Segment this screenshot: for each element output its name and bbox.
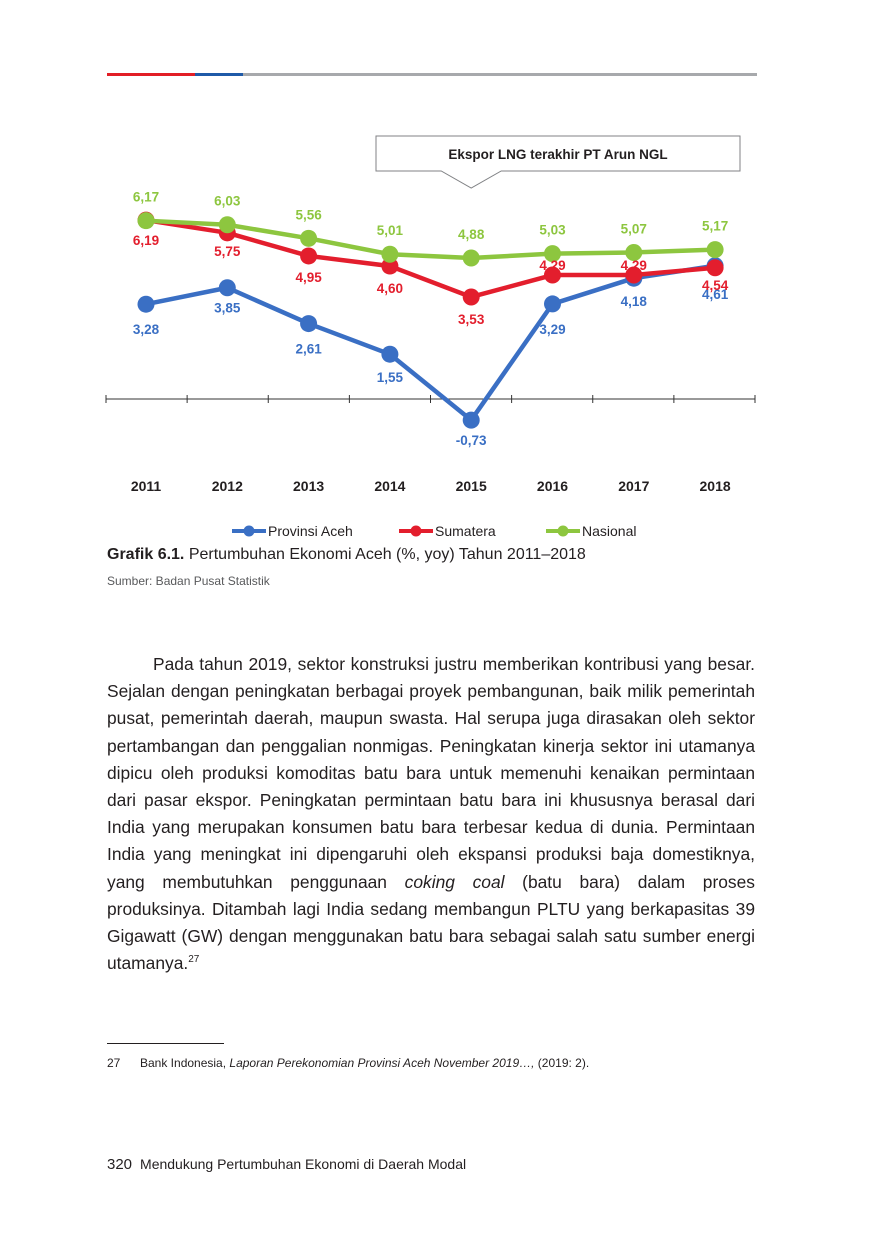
data-point-nasional xyxy=(625,243,643,261)
series-line-provinsi-aceh xyxy=(145,263,716,423)
data-point-provinsi-aceh xyxy=(218,279,236,297)
data-label-sumatera: 5,75 xyxy=(214,244,241,259)
data-label-nasional: 5,03 xyxy=(539,223,566,238)
data-label-nasional: 5,07 xyxy=(621,221,647,236)
x-tick-label: 2011 xyxy=(131,478,162,494)
data-point-sumatera xyxy=(381,257,399,275)
legend-label-sumatera: Sumatera xyxy=(435,523,496,539)
data-point-provinsi-aceh xyxy=(544,295,561,313)
series-line-sumatera xyxy=(145,217,716,300)
legend-marker-sumatera xyxy=(410,525,422,537)
legend-label-nasional: Nasional xyxy=(582,523,636,539)
series-line-nasional xyxy=(145,218,716,261)
paragraph-text-start: Pada tahun 2019, sektor konstruksi justr… xyxy=(107,654,755,892)
data-label-nasional: 6,03 xyxy=(214,194,241,209)
figure-title: Pertumbuhan Ekonomi Aceh (%, yoy) Tahun … xyxy=(184,546,586,563)
figure-source: Sumber: Badan Pusat Statistik xyxy=(107,574,270,588)
data-label-sumatera: 4,29 xyxy=(539,258,565,273)
data-point-provinsi-aceh xyxy=(137,295,155,313)
footnote-number: 27 xyxy=(107,1056,121,1070)
data-point-nasional xyxy=(300,229,318,247)
data-point-sumatera xyxy=(706,259,724,277)
data-point-provinsi-aceh xyxy=(381,345,399,363)
data-label-nasional: 4,88 xyxy=(458,227,485,242)
data-label-nasional: 6,17 xyxy=(133,190,159,205)
data-point-nasional xyxy=(218,216,236,234)
x-tick-label: 2015 xyxy=(456,478,487,494)
growth-line-chart: 2011 2012 2013 2014 2015 2016 2017 2018 Ekspor L… xyxy=(105,135,756,539)
data-point-sumatera xyxy=(625,266,643,284)
data-label-provinsi-aceh: 3,28 xyxy=(133,322,160,337)
footnote-title: Laporan Perekonomian Provinsi Aceh Novem… xyxy=(229,1056,535,1070)
data-label-provinsi-aceh: 3,85 xyxy=(214,301,241,316)
annotation-callout xyxy=(375,135,741,189)
body-paragraph: Pada tahun 2019, sektor konstruksi justr… xyxy=(107,651,755,977)
data-point-sumatera xyxy=(300,247,318,265)
data-label-sumatera: 6,19 xyxy=(133,233,159,248)
data-label-provinsi-aceh: -0,73 xyxy=(456,433,487,448)
page-number: 320 xyxy=(107,1156,133,1173)
data-point-nasional xyxy=(706,241,724,259)
footnote-detail: (2019: 2). xyxy=(534,1056,590,1070)
legend-label-provinsi-aceh: Provinsi Aceh xyxy=(268,523,353,539)
footnote-author: Bank Indonesia, xyxy=(140,1056,230,1070)
data-label-sumatera: 3,53 xyxy=(458,312,485,327)
data-point-provinsi-aceh xyxy=(462,411,480,429)
x-tick-label: 2018 xyxy=(700,478,731,494)
x-tick-label: 2016 xyxy=(537,478,568,494)
legend-marker-nasional xyxy=(557,525,569,537)
data-label-sumatera: 4,60 xyxy=(377,281,403,296)
x-tick-label: 2014 xyxy=(374,478,405,494)
paragraph-text-end: (batu bara) dalam proses produksinya. Di… xyxy=(107,871,755,974)
data-label-nasional: 5,17 xyxy=(702,219,728,234)
data-label-provinsi-aceh: 2,61 xyxy=(295,342,322,357)
data-label-provinsi-aceh: 4,18 xyxy=(621,294,648,309)
header-rule-gray xyxy=(243,73,757,76)
data-label-nasional: 5,56 xyxy=(295,207,322,222)
data-point-nasional xyxy=(462,249,480,267)
data-point-nasional xyxy=(544,245,561,263)
paragraph-italic-term: coking coal xyxy=(404,871,505,892)
footnote-ref[interactable]: 27 xyxy=(188,954,200,966)
footnote-separator xyxy=(107,1043,224,1044)
x-tick-label: 2017 xyxy=(618,478,649,494)
data-label-provinsi-aceh: 4,61 xyxy=(702,287,729,302)
header-rule-red xyxy=(107,73,195,76)
page-footer: 320 Mendukung Pertumbuhan Ekonomi di Daer… xyxy=(107,1156,466,1173)
running-title: Mendukung Pertumbuhan Ekonomi di Daerah … xyxy=(140,1156,467,1172)
figure-label: Grafik 6.1. xyxy=(107,546,185,563)
data-label-sumatera: 4,29 xyxy=(621,258,647,273)
data-label-nasional: 5,01 xyxy=(377,223,404,238)
data-point-nasional xyxy=(137,212,155,230)
x-tick-label: 2012 xyxy=(212,478,243,494)
legend-marker-provinsi-aceh xyxy=(243,525,255,537)
data-point-sumatera xyxy=(462,288,480,306)
x-tick-label: 2013 xyxy=(293,478,324,494)
data-point-sumatera xyxy=(544,266,561,284)
annotation-text: Ekspor LNG terakhir PT Arun NGL xyxy=(448,147,667,162)
data-label-sumatera: 4,95 xyxy=(295,270,322,285)
data-point-nasional xyxy=(381,245,399,263)
data-label-sumatera: 4,54 xyxy=(702,278,729,293)
data-point-provinsi-aceh xyxy=(300,315,318,333)
figure-caption: Grafik 6.1. Pertumbuhan Ekonomi Aceh (%,… xyxy=(107,546,586,564)
data-label-provinsi-aceh: 1,55 xyxy=(377,370,404,385)
header-rule xyxy=(107,73,757,76)
header-rule-blue xyxy=(195,73,243,76)
data-label-provinsi-aceh: 3,29 xyxy=(539,322,565,337)
footnote: 27 Bank Indonesia, Laporan Perekonomian P… xyxy=(107,1056,589,1070)
